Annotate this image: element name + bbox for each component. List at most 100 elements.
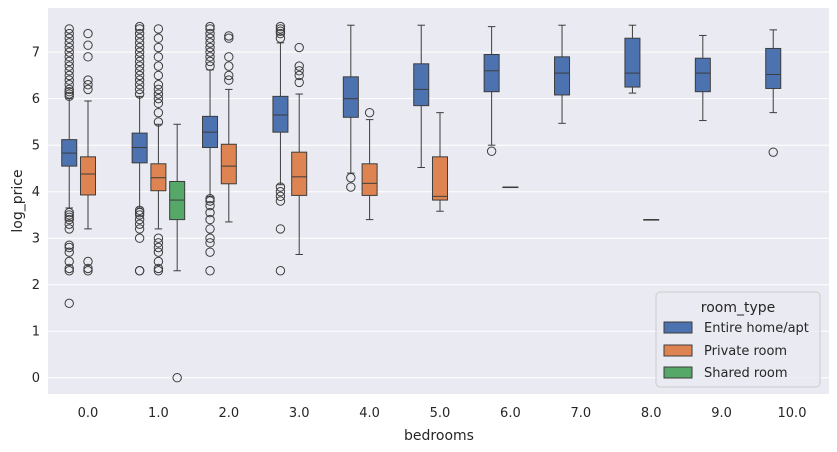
outlier-point <box>275 33 286 43</box>
outlier-point <box>64 89 74 99</box>
box-private-room-0.0 <box>79 28 97 276</box>
outlier-point <box>205 266 215 276</box>
box-private-room-2.0 <box>220 31 237 223</box>
outlier-point <box>134 214 145 225</box>
outlier-point <box>134 80 145 90</box>
outlier-point <box>64 240 74 250</box>
box-body <box>694 57 711 93</box>
outlier-point <box>172 373 182 383</box>
box-private-room-5.0 <box>431 112 449 212</box>
x-tick-label: 6.0 <box>500 406 521 421</box>
box-entire-home-apt-4.0 <box>342 24 359 192</box>
outlier-point <box>768 147 778 157</box>
box-entire-home-apt-9.0 <box>694 34 711 122</box>
x-tick-label: 0.0 <box>78 406 99 421</box>
box-body <box>272 95 289 133</box>
outlier-point <box>134 61 145 71</box>
x-tick-label: 9.0 <box>711 406 732 421</box>
outlier-point <box>205 61 215 71</box>
outlier-point <box>64 56 74 67</box>
outlier-point <box>64 219 74 229</box>
outlier-point <box>153 42 164 53</box>
x-tick-label: 8.0 <box>641 406 662 421</box>
outlier-point <box>205 207 215 218</box>
y-tick-labels: 0 1 2 3 4 5 6 7 <box>32 46 40 387</box>
outlier-point <box>275 182 286 192</box>
outlier-point <box>64 256 74 267</box>
y-tick-label: 1 <box>32 325 40 340</box>
outlier-point <box>224 33 234 43</box>
outlier-point <box>134 224 145 234</box>
outlier-point <box>205 224 215 234</box>
outlier-point <box>275 196 286 206</box>
outlier-point <box>205 47 215 57</box>
box-entire-home-apt-2.0 <box>202 21 219 276</box>
box-body <box>361 163 378 196</box>
outlier-point <box>134 47 145 57</box>
outlier-point <box>64 298 74 309</box>
outlier-point <box>64 210 74 220</box>
outlier-point <box>64 42 74 53</box>
outlier-point <box>134 89 145 99</box>
outlier-point <box>83 266 93 276</box>
outlier-point <box>205 200 215 211</box>
box-body <box>79 156 97 196</box>
outlier-point <box>134 210 145 220</box>
outlier-point <box>83 40 93 50</box>
outlier-point <box>134 28 145 39</box>
outlier-point <box>134 24 145 34</box>
outlier-point <box>153 263 164 274</box>
outlier-point <box>134 207 145 218</box>
outlier-point <box>224 70 234 81</box>
box-body <box>291 151 308 196</box>
outlier-point <box>275 191 286 202</box>
outlier-point <box>346 173 356 183</box>
outlier-point <box>205 247 215 257</box>
legend-label-shared-room: Shared room <box>704 366 788 381</box>
outlier-point <box>224 31 234 41</box>
box-body <box>554 56 571 96</box>
outlier-point <box>83 28 93 39</box>
x-tick-label: 4.0 <box>359 406 380 421</box>
legend-label-entire-home: Entire home/apt <box>704 321 809 336</box>
outlier-point <box>153 117 164 127</box>
box-body <box>431 156 449 201</box>
outlier-point <box>205 33 215 43</box>
outlier-point <box>205 24 215 34</box>
box-private-room-1.0 <box>150 24 167 276</box>
outlier-point <box>64 91 74 102</box>
x-tick-label: 2.0 <box>218 406 239 421</box>
outlier-point <box>64 87 74 97</box>
outlier-point <box>153 33 164 43</box>
outlier-point <box>83 84 93 95</box>
outlier-point <box>134 66 145 76</box>
x-tick-label: 10.0 <box>778 406 807 421</box>
y-tick-label: 6 <box>32 92 40 107</box>
outlier-point <box>64 38 74 48</box>
outlier-point <box>294 66 304 76</box>
legend-swatch-entire-home <box>663 321 693 334</box>
outlier-point <box>64 33 74 43</box>
outlier-point <box>134 205 145 216</box>
outlier-point <box>64 212 74 222</box>
outlier-point <box>275 26 286 36</box>
box-entire-home-apt-8.0 <box>624 24 641 94</box>
outlier-point <box>64 61 74 71</box>
box-shared-room-1.0 <box>169 123 186 383</box>
legend-swatch-private-room <box>663 344 693 357</box>
gridlines <box>48 51 829 379</box>
outlier-point <box>205 214 215 225</box>
outlier-point <box>294 70 304 81</box>
boxes <box>61 21 782 383</box>
box-private-room-6.0 <box>502 186 519 189</box>
outlier-point <box>134 70 145 81</box>
y-axis-label: log_price <box>10 169 26 232</box>
outlier-point <box>83 52 93 62</box>
y-tick-label: 4 <box>32 185 40 200</box>
outlier-point <box>134 84 145 95</box>
x-tick-label: 7.0 <box>570 406 591 421</box>
outlier-point <box>134 52 145 62</box>
box-private-room-4.0 <box>361 107 378 221</box>
outlier-point <box>64 266 74 276</box>
